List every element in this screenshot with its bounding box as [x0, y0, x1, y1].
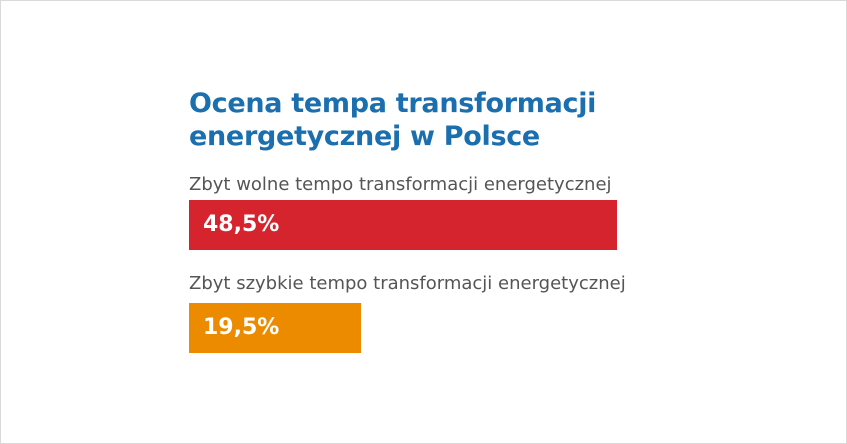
bar-label-fast-pace: Zbyt szybkie tempo transformacji energet…: [189, 273, 626, 294]
bar-slow-pace: 48,5%: [189, 200, 617, 250]
bar-value-fast-pace: 19,5%: [203, 315, 280, 340]
chart-title: Ocena tempa transformacji energetycznej …: [189, 88, 597, 152]
bar-fast-pace: 19,5%: [189, 303, 361, 353]
bar-value-slow-pace: 48,5%: [203, 212, 280, 237]
bar-chart: Ocena tempa transformacji energetycznej …: [189, 87, 749, 353]
bar-label-slow-pace: Zbyt wolne tempo transformacji energetyc…: [189, 174, 612, 195]
